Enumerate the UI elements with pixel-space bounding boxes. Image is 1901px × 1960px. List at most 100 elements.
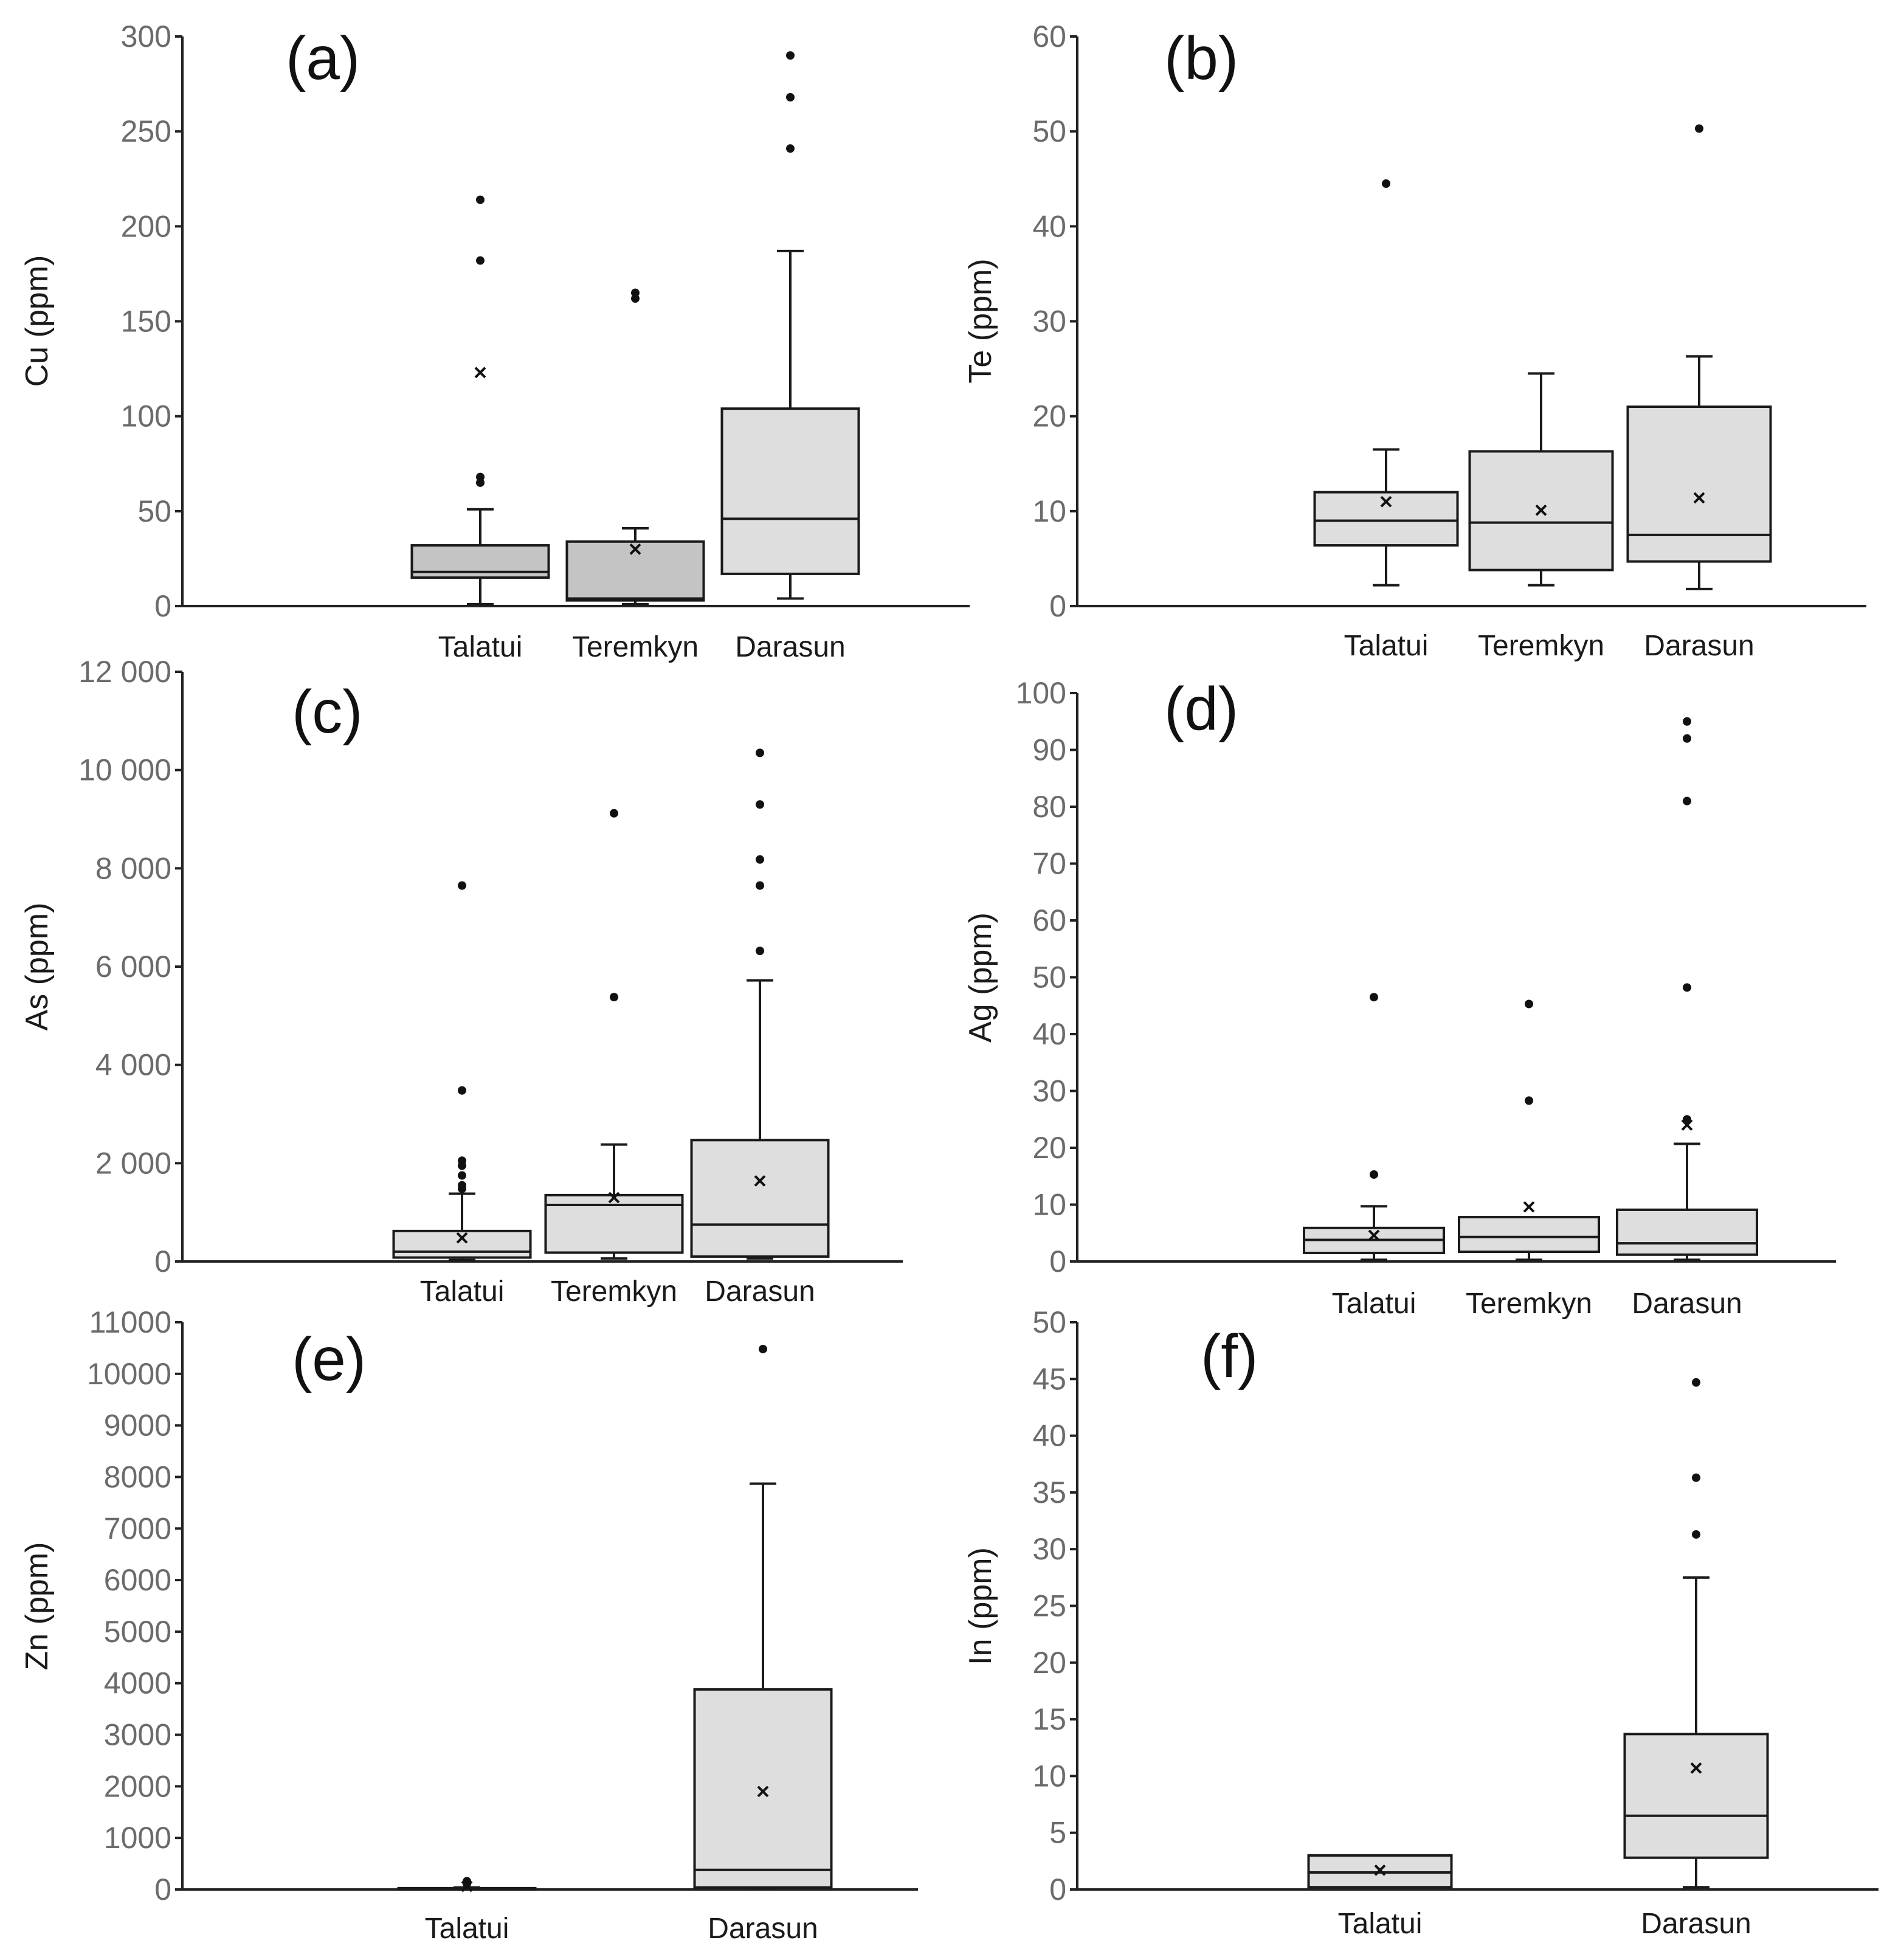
y-tick-label: 70	[1032, 847, 1066, 881]
y-tick-label: 30	[1032, 1532, 1066, 1566]
mean-marker	[1523, 1201, 1535, 1213]
category-label: Talatui	[438, 631, 523, 663]
category-label: Darasun	[1644, 630, 1754, 662]
box-talatui	[410, 195, 550, 606]
y-tick-label: 100	[1016, 676, 1066, 710]
box-darasun	[1623, 1378, 1769, 1889]
y-tick-label: 6000	[104, 1563, 171, 1597]
outlier-point	[1683, 734, 1691, 743]
mean-marker	[1374, 1864, 1386, 1876]
y-tick-label: 150	[121, 305, 171, 339]
mean-mark-stroke	[1690, 1762, 1702, 1774]
y-axis-title: As (ppm)	[19, 903, 55, 1031]
y-tick-label: 40	[1032, 1419, 1066, 1453]
outlier-point	[476, 256, 485, 265]
y-tick-label: 20	[1032, 399, 1066, 433]
outlier-point	[1525, 999, 1533, 1009]
category-label: Talatui	[420, 1275, 505, 1308]
y-tick-label: 60	[1032, 19, 1066, 53]
y-tick-label: 12 000	[78, 655, 171, 689]
box-darasun	[690, 748, 830, 1260]
y-tick-label: 40	[1032, 1017, 1066, 1051]
mean-mark-stroke	[1693, 492, 1705, 504]
box-darasun	[1626, 124, 1772, 590]
outlier-point	[1382, 179, 1390, 188]
panel-label: (c)	[292, 678, 363, 746]
box-talatui	[1307, 1854, 1453, 1889]
box-iqr	[1626, 405, 1772, 563]
y-tick-label: 250	[121, 114, 171, 148]
y-tick-label: 0	[154, 589, 171, 623]
mean-marker	[1681, 1119, 1693, 1131]
y-tick-label: 45	[1032, 1362, 1066, 1396]
chart-panel-f: 0 5 10 15 20 25 30 35 40 45 50 In (ppm) (f) Talatui Da…	[963, 1305, 1879, 1940]
outlier-point	[1370, 993, 1378, 1002]
y-tick-label: 8 000	[95, 851, 171, 885]
y-tick-label: 25	[1032, 1589, 1066, 1623]
panel-label: (a)	[286, 24, 360, 92]
mean-marker	[1693, 492, 1705, 504]
mean-mark-stroke	[629, 543, 641, 555]
category-label: Talatui	[1344, 630, 1429, 662]
y-tick-label: 20	[1032, 1646, 1066, 1680]
panel-label: (f)	[1201, 1322, 1258, 1390]
box-iqr	[392, 1229, 532, 1259]
outlier-point	[1525, 1096, 1533, 1105]
y-axis-title: Ag (ppm)	[963, 913, 998, 1043]
y-tick-label: 2000	[104, 1769, 171, 1803]
category-label: Teremkyn	[1466, 1288, 1592, 1320]
outlier-point	[759, 1345, 767, 1354]
mean-mark-stroke	[757, 1786, 769, 1798]
mean-marker	[456, 1232, 468, 1244]
box-teremkyn	[544, 809, 684, 1260]
y-tick-label: 300	[121, 19, 171, 53]
outlier-point	[1692, 1473, 1700, 1482]
y-tick-label: 10	[1032, 494, 1066, 528]
category-label: Teremkyn	[551, 1275, 677, 1308]
y-tick-label: 4000	[104, 1666, 171, 1700]
outlier-point	[756, 748, 764, 757]
y-tick-label: 0	[154, 1244, 171, 1278]
chart-panel-d: 0 10 20 30 40 50 60 70 80 90 100 Ag (ppm) (d) Talatui…	[963, 675, 1836, 1320]
outlier-point	[610, 809, 618, 818]
y-tick-label: 5000	[104, 1615, 171, 1649]
outlier-point	[476, 195, 485, 204]
mean-marker	[629, 543, 641, 555]
mean-mark-stroke	[1681, 1119, 1693, 1131]
mean-marker	[1368, 1229, 1380, 1241]
outlier-point	[1692, 1530, 1700, 1539]
panel-label: (d)	[1164, 675, 1238, 743]
outlier-point	[458, 1171, 466, 1180]
mean-mark-stroke	[1535, 504, 1547, 516]
y-axis-title: Cu (ppm)	[19, 255, 55, 387]
y-tick-label: 0	[1049, 1244, 1066, 1278]
y-tick-label: 5	[1049, 1816, 1066, 1850]
box-talatui	[397, 1877, 537, 1893]
outlier-point	[756, 947, 764, 956]
category-label: Talatui	[1332, 1288, 1416, 1320]
box-iqr	[1623, 1733, 1769, 1859]
box-talatui	[1313, 179, 1459, 587]
outlier-point	[756, 800, 764, 809]
y-tick-label: 0	[1049, 1872, 1066, 1907]
y-tick-label: 15	[1032, 1702, 1066, 1736]
y-tick-label: 35	[1032, 1475, 1066, 1510]
category-label: Darasun	[1632, 1288, 1742, 1320]
y-tick-label: 0	[154, 1872, 171, 1907]
y-axis-title: Te (ppm)	[963, 258, 998, 383]
outlier-point	[786, 92, 795, 102]
box-darasun	[693, 1345, 833, 1890]
y-axis-title: Zn (ppm)	[19, 1542, 55, 1671]
mean-marker	[1690, 1762, 1702, 1774]
y-tick-label: 40	[1032, 209, 1066, 243]
chart-panel-c: 0 2 000 4 000 6 000 8 000 10 000 12 000 As (ppm…	[19, 655, 903, 1308]
y-tick-label: 11000	[89, 1305, 171, 1339]
box-darasun	[1616, 717, 1758, 1261]
outlier-point	[458, 1086, 466, 1095]
outlier-point	[458, 881, 466, 890]
mean-mark-stroke	[1374, 1864, 1386, 1876]
mean-mark-stroke	[754, 1175, 766, 1187]
box-darasun	[720, 51, 860, 600]
y-tick-label: 90	[1032, 733, 1066, 767]
